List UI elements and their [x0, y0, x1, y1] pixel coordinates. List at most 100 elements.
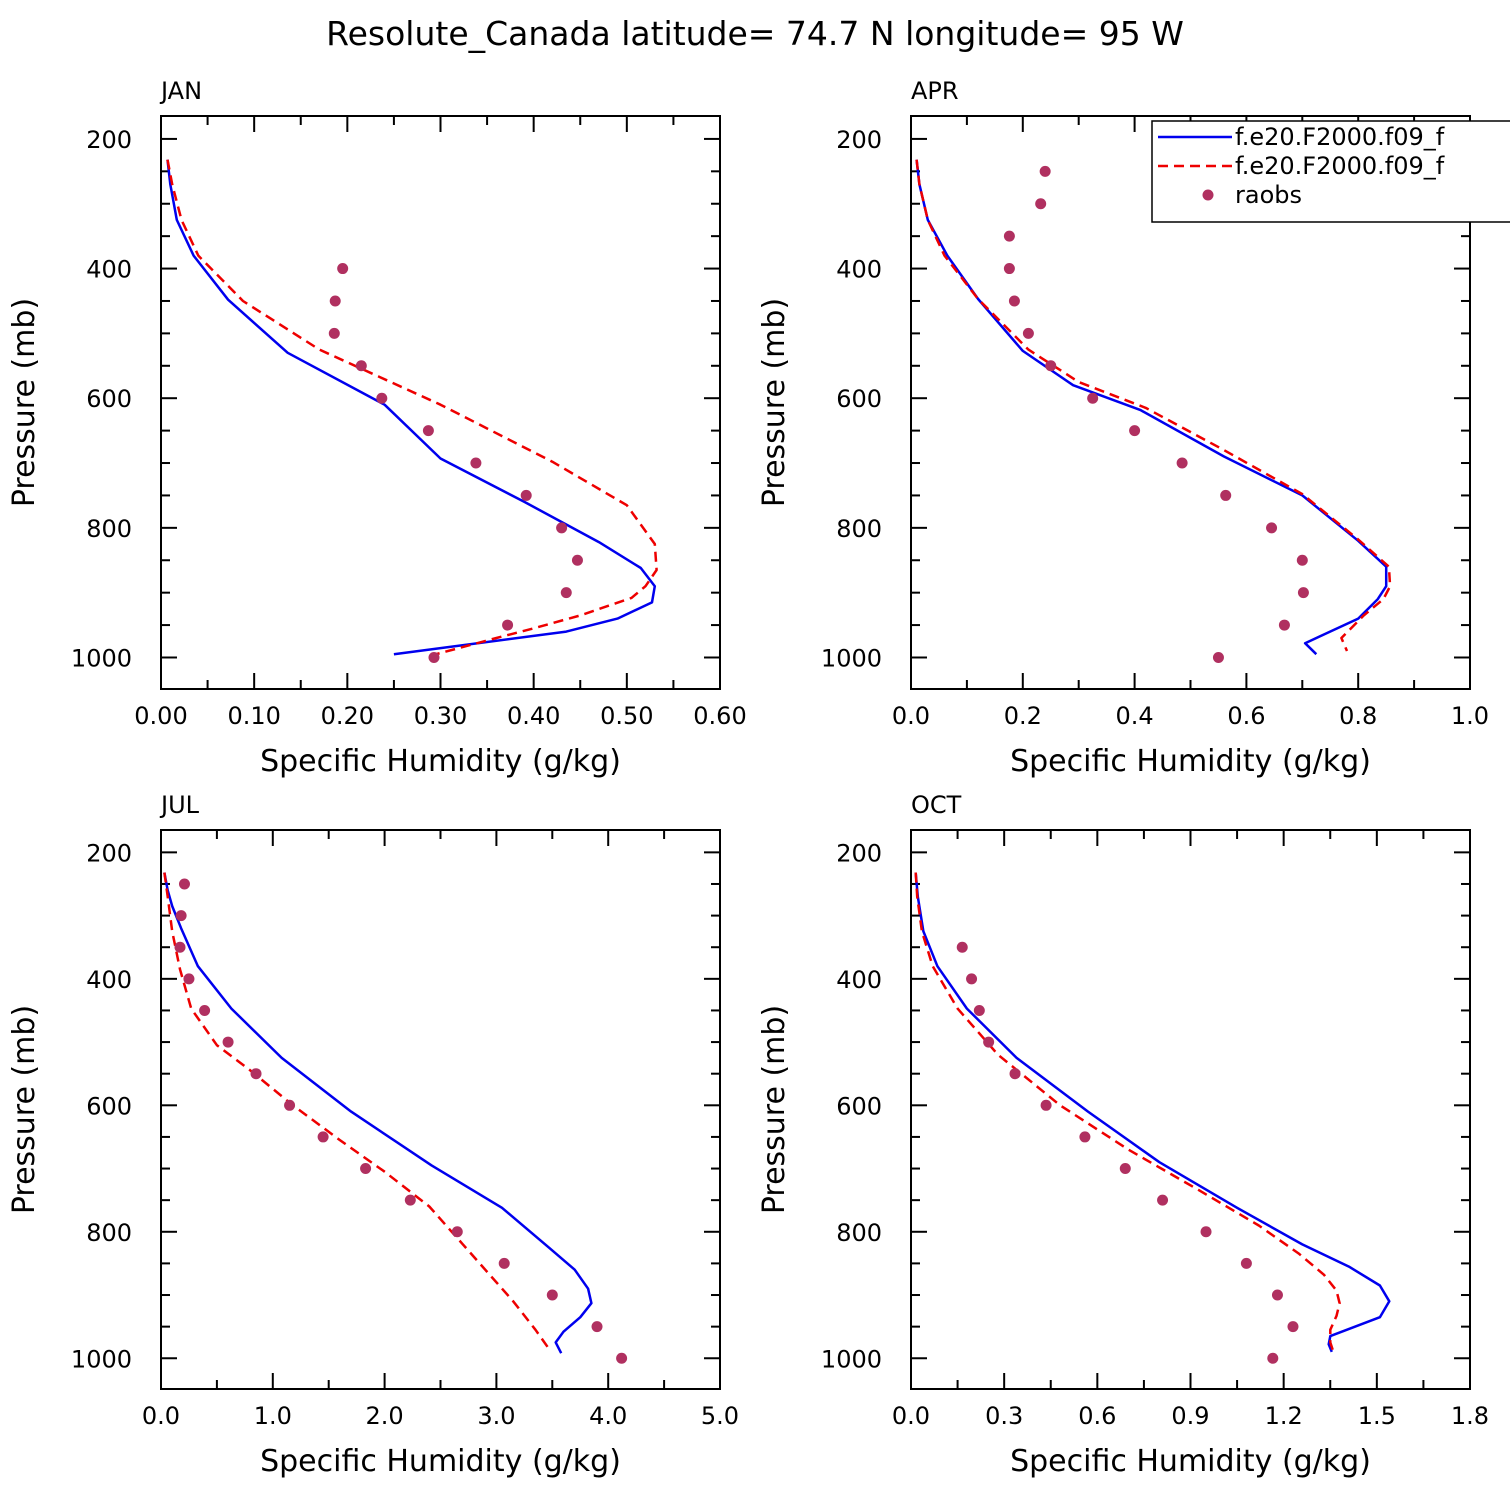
raobs-point: [199, 1004, 211, 1016]
y-axis-label: Pressure (mb): [757, 1005, 792, 1214]
panel-label: OCT: [911, 791, 962, 819]
raobs-point: [520, 489, 532, 501]
panel-apr: APR 0.0 0.2 0.4 0.6 0.8 1.0 200 400 600 800 1000 Spe…: [757, 77, 1489, 779]
raobs-point: [1267, 1352, 1279, 1364]
model-line-dashed: [166, 159, 658, 657]
y-tick-label: 400: [86, 966, 132, 994]
x-tick-label: 1.8: [1451, 1402, 1489, 1430]
raobs-point: [1212, 651, 1224, 663]
x-tick-label: 0.20: [321, 702, 374, 730]
model-line-dashed: [915, 159, 1392, 652]
raobs-point: [328, 327, 340, 339]
model-line-dashed: [163, 872, 550, 1350]
raobs-point: [1129, 425, 1141, 437]
y-axis-label: Pressure (mb): [7, 1005, 42, 1214]
raobs-point: [1008, 295, 1020, 307]
legend-marker: [1202, 189, 1214, 201]
raobs-point: [1157, 1194, 1169, 1206]
x-tick-label: 0.2: [1004, 702, 1042, 730]
x-tick-label: 0.10: [227, 702, 280, 730]
raobs-point: [284, 1099, 296, 1111]
raobs-point: [1296, 554, 1308, 566]
raobs-point: [175, 910, 187, 922]
x-tick-label: 0.8: [1339, 702, 1377, 730]
raobs-point: [983, 1036, 995, 1048]
y-tick-label: 1000: [71, 1345, 132, 1373]
plot-frame: [160, 115, 721, 690]
y-tick-label: 1000: [821, 1345, 882, 1373]
panel-label: JUL: [159, 791, 200, 819]
x-axis-label: Specific Humidity (g/kg): [260, 744, 621, 779]
raobs-point: [1119, 1163, 1131, 1175]
x-tick-label: 0.0: [892, 702, 930, 730]
y-tick-label: 800: [86, 1219, 132, 1247]
x-tick-label: 2.0: [366, 1402, 404, 1430]
raobs-point: [404, 1194, 416, 1206]
raobs-point: [360, 1163, 372, 1175]
raobs-point: [591, 1321, 603, 1333]
y-tick-label: 400: [836, 256, 882, 284]
panel-jul: JUL 0.0 1.0 2.0 3.0 4.0 5.0 200 400 600 800 1000 Spe…: [7, 791, 739, 1479]
raobs-point: [1278, 619, 1290, 631]
x-tick-label: 1.0: [254, 1402, 292, 1430]
raobs-point: [178, 878, 190, 890]
y-tick-label: 600: [836, 385, 882, 413]
model-line-dashed: [914, 872, 1341, 1353]
x-tick-label: 0.9: [1171, 1402, 1209, 1430]
raobs-point: [1200, 1226, 1212, 1238]
model-line-solid: [915, 159, 1388, 656]
model-line-solid: [163, 872, 593, 1354]
raobs-point: [1035, 198, 1047, 210]
x-tick-label: 1.0: [1451, 702, 1489, 730]
model-line-solid: [166, 159, 657, 656]
x-tick-label: 4.0: [589, 1402, 627, 1430]
x-axis-label: Specific Humidity (g/kg): [260, 1444, 621, 1479]
x-tick-label: 0.00: [134, 702, 187, 730]
legend-entry-label: raobs: [1235, 181, 1302, 209]
x-tick-label: 5.0: [701, 1402, 739, 1430]
y-tick-label: 800: [86, 515, 132, 543]
raobs-point: [222, 1036, 234, 1048]
raobs-point: [1079, 1131, 1091, 1143]
y-tick-label: 600: [836, 1092, 882, 1120]
y-tick-label: 600: [86, 1092, 132, 1120]
raobs-point: [556, 522, 568, 534]
y-tick-label: 600: [86, 385, 132, 413]
y-tick-label: 200: [836, 839, 882, 867]
legend-entry-label: f.e20.F2000.f09_f: [1235, 123, 1445, 151]
raobs-point: [174, 941, 186, 953]
raobs-point: [1039, 165, 1051, 177]
raobs-point: [1087, 392, 1099, 404]
raobs-point: [428, 651, 440, 663]
y-tick-label: 1000: [821, 644, 882, 672]
panel-label: JAN: [159, 77, 202, 105]
x-tick-label: 0.3: [985, 1402, 1023, 1430]
raobs-point: [502, 619, 514, 631]
raobs-point: [470, 457, 482, 469]
raobs-point: [956, 941, 968, 953]
x-tick-label: 0.6: [1227, 702, 1265, 730]
raobs-point: [376, 392, 388, 404]
raobs-point: [616, 1352, 628, 1364]
raobs-point: [422, 425, 434, 437]
x-tick-label: 0.40: [507, 702, 560, 730]
x-axis-label: Specific Humidity (g/kg): [1010, 744, 1371, 779]
y-tick-label: 200: [86, 126, 132, 154]
raobs-point: [1240, 1257, 1252, 1269]
y-axis-label: Pressure (mb): [757, 298, 792, 507]
panel-label: APR: [911, 77, 959, 105]
x-tick-label: 1.5: [1358, 1402, 1396, 1430]
raobs-point: [1297, 587, 1309, 599]
x-axis-label: Specific Humidity (g/kg): [1010, 1444, 1371, 1479]
x-tick-label: 0.0: [142, 1402, 180, 1430]
raobs-point: [183, 973, 195, 985]
figure-title: Resolute_Canada latitude= 74.7 N longitu…: [326, 14, 1184, 53]
x-tick-label: 0.30: [414, 702, 467, 730]
raobs-point: [973, 1004, 985, 1016]
raobs-point: [1003, 230, 1015, 242]
x-tick-label: 0.0: [892, 1402, 930, 1430]
raobs-point: [571, 554, 583, 566]
raobs-point: [498, 1257, 510, 1269]
